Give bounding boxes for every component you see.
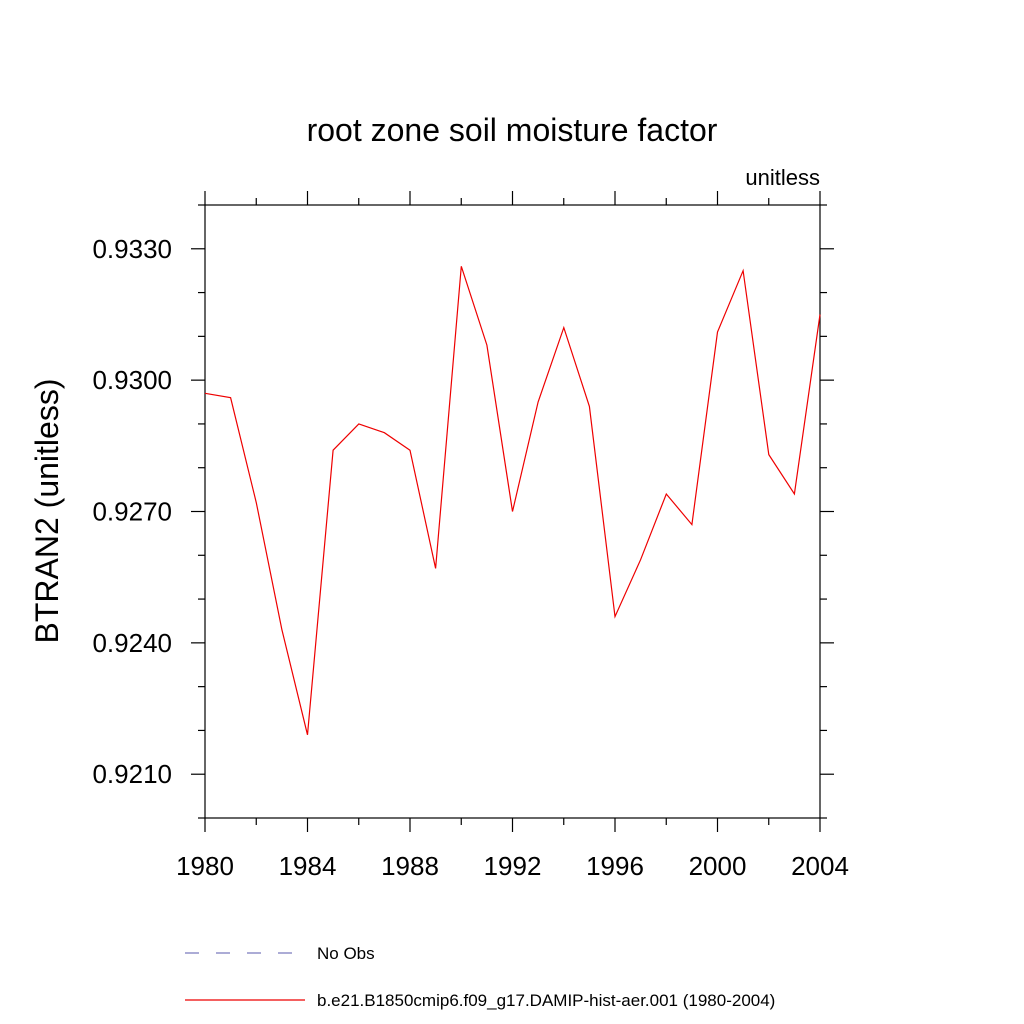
legend: No Obs b.e21.B1850cmip6.f09_g17.DAMIP-his…	[185, 944, 775, 1010]
x-tick-label: 1980	[176, 851, 234, 881]
x-tick-label: 1984	[279, 851, 337, 881]
series-line	[204, 266, 821, 735]
legend-label: No Obs	[317, 944, 375, 963]
y-tick-label: 0.9300	[92, 365, 172, 395]
y-tick-label: 0.9270	[92, 497, 172, 527]
axes: 1980 1984 1988 1992 1996 2000 2004 0.9210 0.9240…	[92, 191, 849, 881]
legend-label: b.e21.B1850cmip6.f09_g17.DAMIP-hist-aer.…	[317, 991, 775, 1010]
chart-title: root zone soil moisture factor	[307, 112, 718, 148]
y-axis-label: BTRAN2 (unitless)	[29, 379, 65, 644]
x-tick-label: 1988	[381, 851, 439, 881]
x-tick-label: 2000	[689, 851, 747, 881]
x-tick-label: 2004	[791, 851, 849, 881]
x-tick-label: 1996	[586, 851, 644, 881]
units-label: unitless	[745, 165, 820, 190]
series-layer	[204, 266, 821, 735]
y-tick-label: 0.9330	[92, 234, 172, 264]
x-tick-label: 1992	[484, 851, 542, 881]
y-tick-label: 0.9210	[92, 759, 172, 789]
y-tick-label: 0.9240	[92, 628, 172, 658]
